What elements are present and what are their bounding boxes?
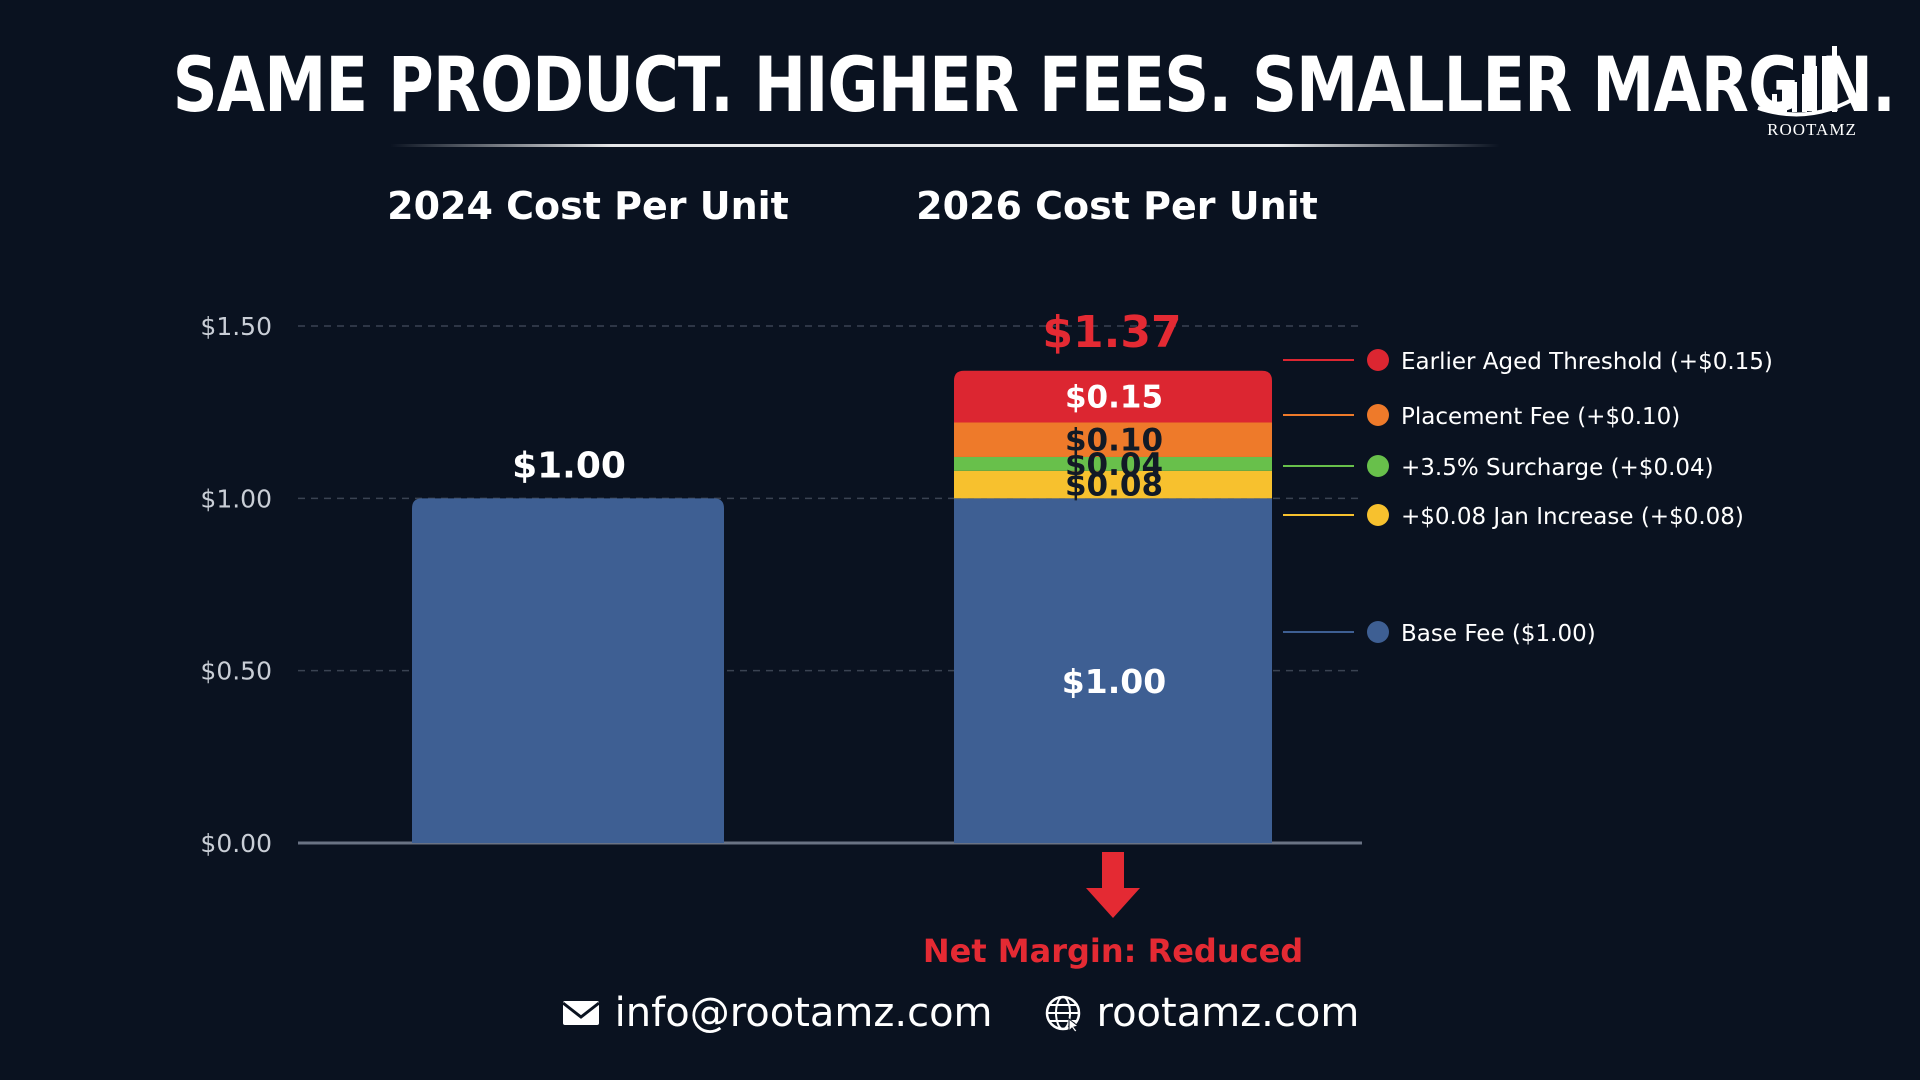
y-tick-label: $1.00	[200, 484, 272, 513]
y-tick-label: $0.00	[200, 829, 272, 858]
data-label: $0.04	[1065, 447, 1163, 483]
legend-label: +$0.08 Jan Increase (+$0.08)	[1401, 504, 1744, 530]
legend-label: Base Fee ($1.00)	[1401, 621, 1596, 647]
category-label: 2024 Cost Per Unit	[387, 184, 789, 228]
data-label: $0.08	[1065, 468, 1163, 504]
data-label: $1.00	[1062, 662, 1166, 701]
globe-icon	[1045, 995, 1080, 1033]
footer-website[interactable]: rootamz.com	[1043, 990, 1360, 1036]
bar-chart-logo-icon	[1757, 46, 1866, 117]
legend-swatch	[1367, 504, 1389, 526]
title-divider	[390, 144, 1500, 147]
bar-segment	[412, 498, 724, 843]
bar-segment	[954, 370, 1272, 423]
legend-swatch	[1367, 404, 1389, 426]
email-link[interactable]: info@rootamz.com	[614, 990, 993, 1036]
stacked-bar-chart: $0.00 $0.50 $1.00 $1.50 2024 Cost Per Unit 20…	[200, 184, 1773, 970]
bar-segment	[954, 422, 1272, 457]
legend-swatch	[1367, 349, 1389, 371]
legend-label: Placement Fee (+$0.10)	[1401, 404, 1680, 430]
y-tick-label: $0.50	[200, 657, 272, 686]
bar-segment	[954, 456, 1272, 471]
footer-email[interactable]: info@rootamz.com	[561, 990, 993, 1036]
legend-label: Earlier Aged Threshold (+$0.15)	[1401, 349, 1773, 375]
total-label: $1.00	[512, 445, 626, 486]
logo-text: ROOTAMZ	[1767, 120, 1857, 139]
bar-segment	[954, 498, 1272, 843]
legend-swatch	[1367, 621, 1389, 643]
annotation-label: Net Margin: Reduced	[923, 932, 1303, 970]
category-label: 2026 Cost Per Unit	[916, 184, 1318, 228]
website-link[interactable]: rootamz.com	[1096, 990, 1360, 1036]
bar-segment	[954, 470, 1272, 499]
page-title: SAME PRODUCT. HIGHER FEES. SMALLER MARGI…	[172, 40, 1896, 129]
legend-label: +3.5% Surcharge (+$0.04)	[1401, 455, 1714, 481]
total-label: $1.37	[1042, 307, 1181, 358]
y-tick-label: $1.50	[200, 312, 272, 341]
legend-swatch	[1367, 455, 1389, 477]
down-arrow-icon	[1086, 852, 1140, 918]
envelope-icon	[561, 1001, 600, 1025]
data-label: $0.10	[1065, 423, 1163, 459]
brand-logo: ROOTAMZ	[1752, 42, 1872, 142]
data-label: $0.15	[1065, 380, 1163, 416]
footer: info@rootamz.com rootamz.com	[0, 990, 1920, 1036]
